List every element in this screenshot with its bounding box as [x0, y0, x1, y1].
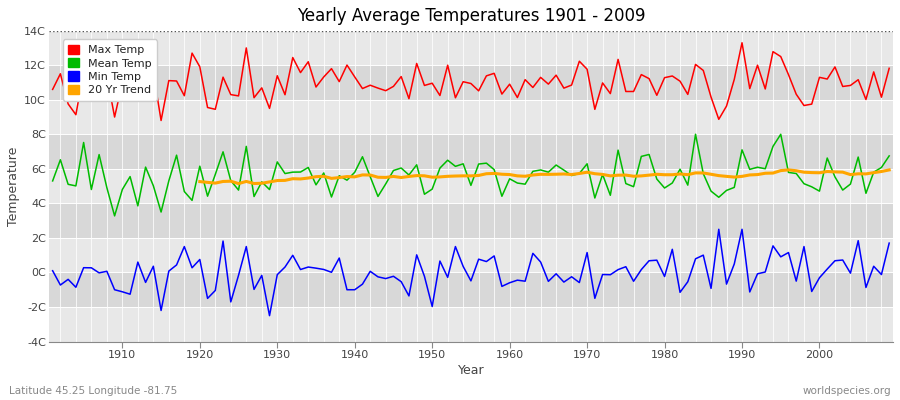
Y-axis label: Temperature: Temperature	[7, 146, 20, 226]
Text: worldspecies.org: worldspecies.org	[803, 386, 891, 396]
Title: Yearly Average Temperatures 1901 - 2009: Yearly Average Temperatures 1901 - 2009	[297, 7, 645, 25]
Bar	[49, 203, 893, 238]
X-axis label: Year: Year	[457, 364, 484, 377]
Bar	[49, 31, 893, 65]
Text: Latitude 45.25 Longitude -81.75: Latitude 45.25 Longitude -81.75	[9, 386, 177, 396]
Bar	[49, 307, 893, 342]
Legend: Max Temp, Mean Temp, Min Temp, 20 Yr Trend: Max Temp, Mean Temp, Min Temp, 20 Yr Tre…	[63, 39, 158, 100]
Bar	[49, 65, 893, 100]
Bar	[49, 272, 893, 307]
Bar	[49, 169, 893, 203]
Bar	[49, 134, 893, 169]
Bar	[49, 238, 893, 272]
Bar	[49, 100, 893, 134]
